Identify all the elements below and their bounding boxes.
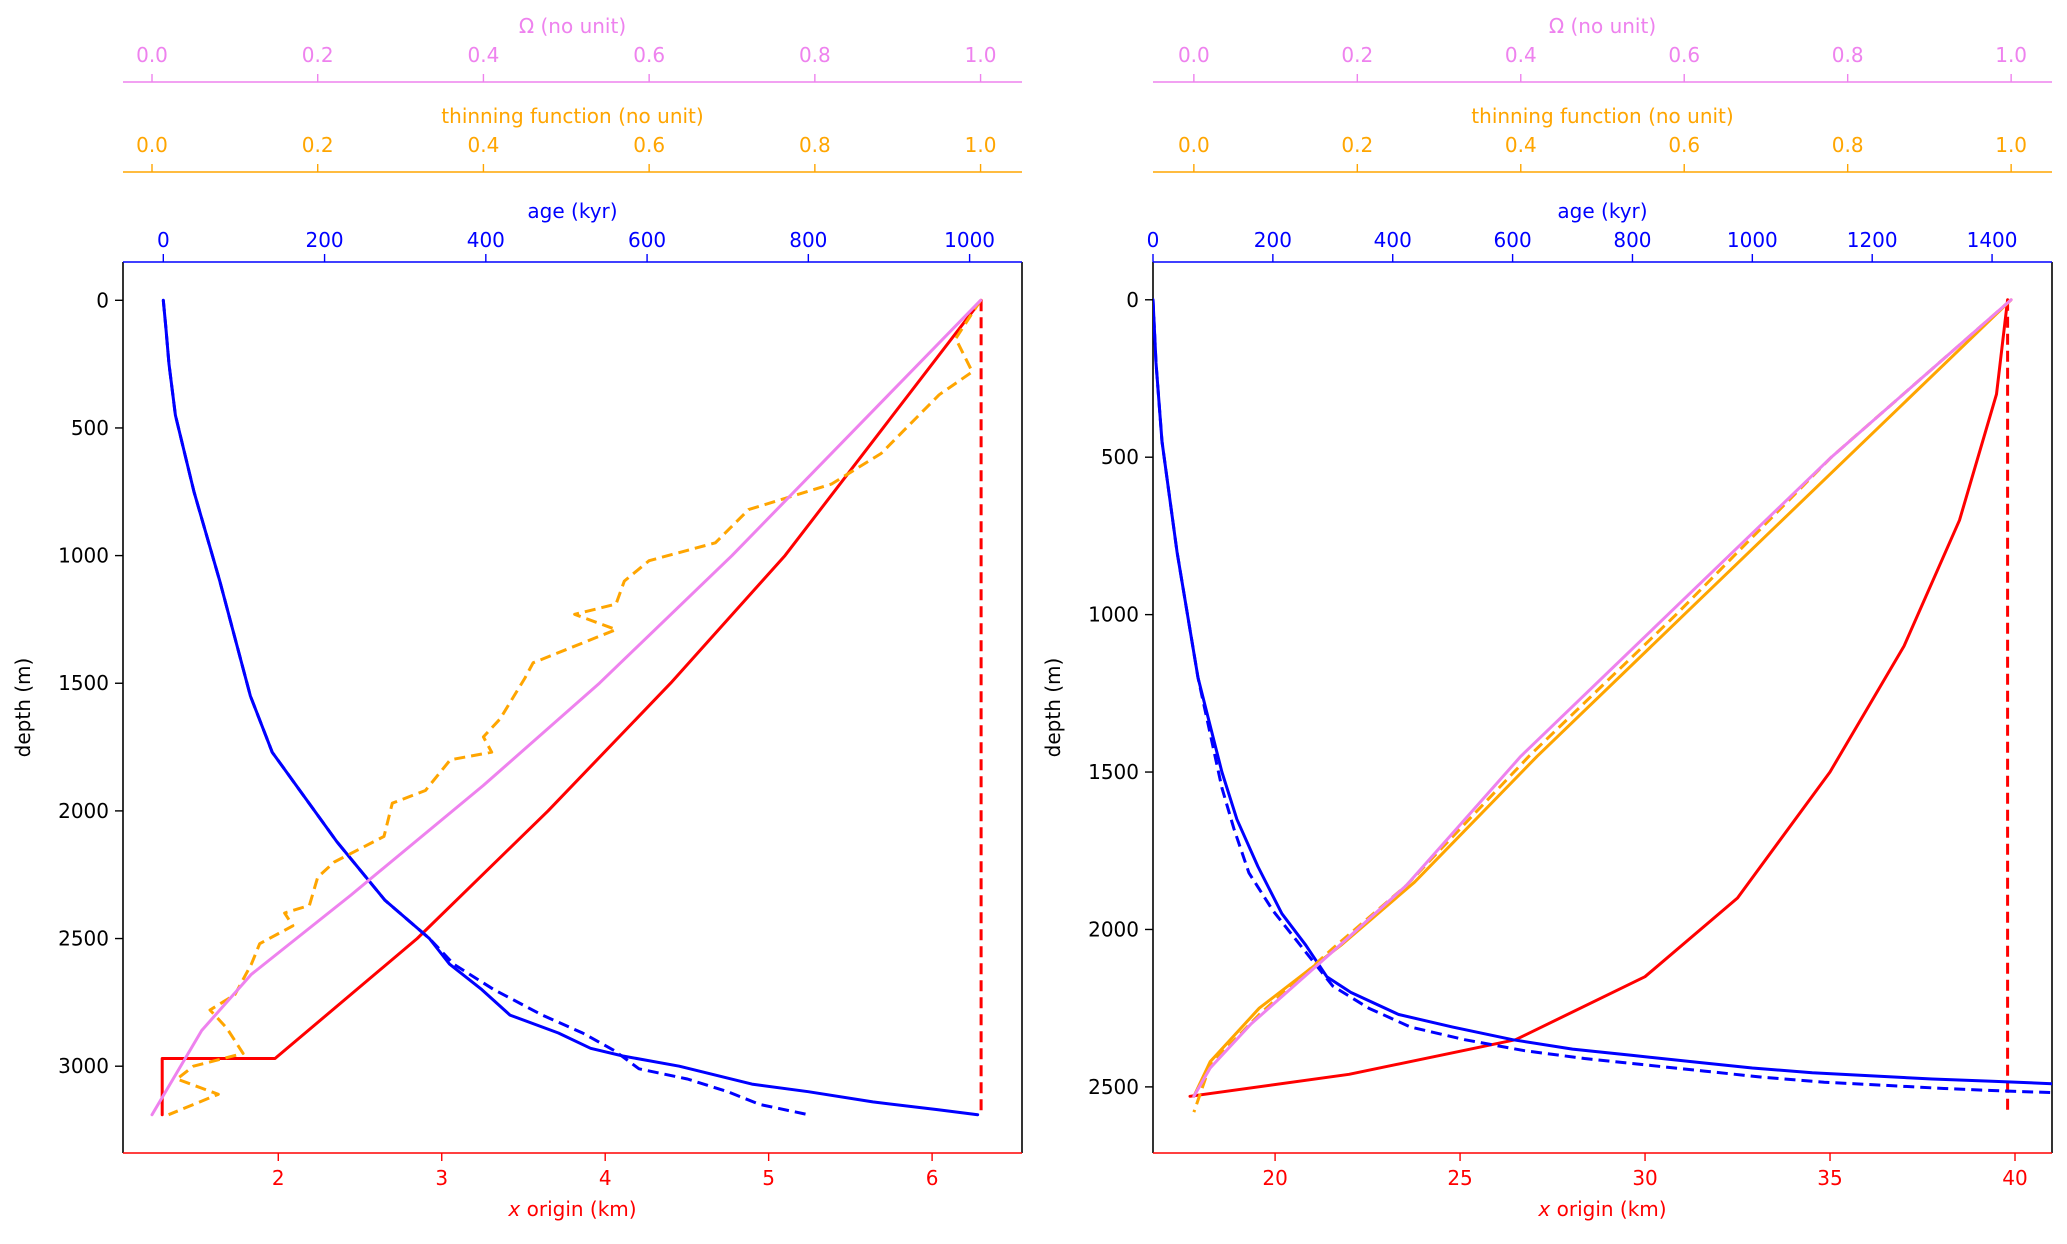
age-tick-label: 1000 bbox=[944, 228, 995, 252]
omega-tick-label: 0.8 bbox=[1832, 43, 1864, 67]
thinning-tick-label: 0.6 bbox=[633, 133, 665, 157]
thinning-tick-label: 0.0 bbox=[1178, 133, 1210, 157]
thinning-series-dashed bbox=[1192, 298, 2013, 1113]
x-origin-tick-label: 5 bbox=[762, 1166, 775, 1190]
age-axis-label: age (kyr) bbox=[1557, 199, 1647, 223]
depth-tick-label: 500 bbox=[1101, 445, 1139, 469]
omega-tick-label: 0.4 bbox=[1505, 43, 1537, 67]
x-origin-series-solid bbox=[1188, 298, 2010, 1098]
age-tick-label: 1400 bbox=[1967, 228, 2018, 252]
x-origin-axis-label: x origin (km) bbox=[1537, 1197, 1666, 1221]
thinning-tick-label: 0.4 bbox=[1505, 133, 1537, 157]
omega-tick-label: 0.0 bbox=[1178, 43, 1210, 67]
age-tick-label: 800 bbox=[789, 228, 827, 252]
omega-axis-label: Ω (no unit) bbox=[1549, 14, 1656, 38]
depth-tick-label: 2000 bbox=[1088, 917, 1139, 941]
omega-tick-label: 0.0 bbox=[136, 43, 168, 67]
omega-tick-label: 1.0 bbox=[1995, 43, 2027, 67]
depth-tick-label: 500 bbox=[71, 416, 109, 440]
age-series-dashed bbox=[161, 300, 809, 1117]
depth-axis-label: depth (m) bbox=[11, 658, 35, 758]
x-origin-tick-label: 6 bbox=[926, 1166, 939, 1190]
thinning-tick-label: 1.0 bbox=[1995, 133, 2027, 157]
thinning-tick-label: 0.0 bbox=[136, 133, 168, 157]
depth-tick-label: 3000 bbox=[58, 1054, 109, 1078]
thinning-tick-label: 0.2 bbox=[302, 133, 334, 157]
x-origin-axis-label: x origin (km) bbox=[507, 1197, 636, 1221]
depth-tick-label: 1500 bbox=[58, 671, 109, 695]
depth-axis-label: depth (m) bbox=[1041, 658, 1065, 758]
x-origin-tick-label: 40 bbox=[2002, 1166, 2027, 1190]
thinning-tick-label: 0.4 bbox=[468, 133, 500, 157]
x-origin-tick-label: 30 bbox=[1632, 1166, 1657, 1190]
omega-tick-label: 1.0 bbox=[965, 43, 997, 67]
thinning-axis-label: thinning function (no unit) bbox=[1471, 104, 1733, 128]
depth-tick-label: 2500 bbox=[58, 927, 109, 951]
thinning-axis-label: thinning function (no unit) bbox=[441, 104, 703, 128]
thinning-tick-label: 0.2 bbox=[1341, 133, 1373, 157]
x-origin-tick-label: 4 bbox=[599, 1166, 612, 1190]
age-tick-label: 0 bbox=[157, 228, 170, 252]
omega-tick-label: 0.6 bbox=[633, 43, 665, 67]
depth-tick-label: 1500 bbox=[1088, 760, 1139, 784]
omega-tick-label: 0.6 bbox=[1668, 43, 1700, 67]
age-series-solid bbox=[161, 298, 980, 1117]
x-origin-series-solid bbox=[160, 298, 983, 1117]
depth-tick-label: 0 bbox=[1126, 288, 1139, 312]
age-tick-label: 600 bbox=[1494, 228, 1532, 252]
thinning-tick-label: 1.0 bbox=[965, 133, 997, 157]
depth-tick-label: 2000 bbox=[58, 799, 109, 823]
depth-tick-label: 1000 bbox=[58, 544, 109, 568]
x-origin-tick-label: 25 bbox=[1447, 1166, 1472, 1190]
age-tick-label: 600 bbox=[628, 228, 666, 252]
age-axis-label: age (kyr) bbox=[527, 199, 617, 223]
age-series-dashed bbox=[1153, 299, 2052, 1095]
x-origin-tick-label: 2 bbox=[272, 1166, 285, 1190]
age-tick-label: 0 bbox=[1147, 228, 1160, 252]
omega-tick-label: 0.8 bbox=[799, 43, 831, 67]
thinning-tick-label: 0.8 bbox=[1832, 133, 1864, 157]
x-origin-tick-label: 35 bbox=[1817, 1166, 1842, 1190]
x-origin-tick-label: 3 bbox=[435, 1166, 448, 1190]
thinning-series-dashed bbox=[168, 299, 982, 1117]
omega-tick-label: 0.2 bbox=[302, 43, 334, 67]
age-tick-label: 1200 bbox=[1847, 228, 1898, 252]
age-tick-label: 400 bbox=[467, 228, 505, 252]
depth-tick-label: 0 bbox=[96, 288, 109, 312]
omega-axis-label: Ω (no unit) bbox=[519, 14, 626, 38]
thinning-series-solid bbox=[1192, 298, 2013, 1098]
age-tick-label: 800 bbox=[1613, 228, 1651, 252]
depth-tick-label: 1000 bbox=[1088, 603, 1139, 627]
thinning-tick-label: 0.8 bbox=[799, 133, 831, 157]
omega-series-solid bbox=[1192, 298, 2013, 1098]
age-tick-label: 200 bbox=[1254, 228, 1292, 252]
age-tick-label: 400 bbox=[1374, 228, 1412, 252]
thinning-tick-label: 0.6 bbox=[1668, 133, 1700, 157]
depth-tick-label: 2500 bbox=[1088, 1075, 1139, 1099]
omega-series-solid bbox=[150, 298, 983, 1117]
omega-tick-label: 0.2 bbox=[1341, 43, 1373, 67]
omega-tick-label: 0.4 bbox=[468, 43, 500, 67]
age-tick-label: 200 bbox=[305, 228, 343, 252]
age-tick-label: 1000 bbox=[1727, 228, 1778, 252]
x-origin-tick-label: 20 bbox=[1262, 1166, 1287, 1190]
